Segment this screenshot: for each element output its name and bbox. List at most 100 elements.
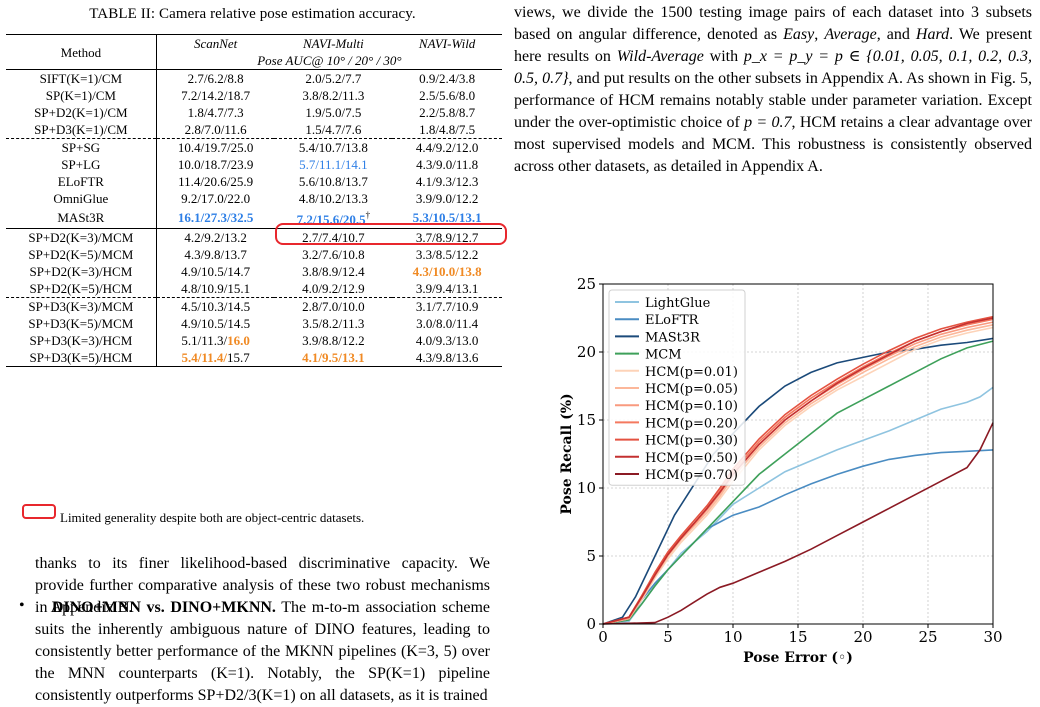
value-cell: 3.9/8.8/12.2 [302, 333, 365, 348]
series-line [602, 422, 994, 625]
legend-label: ELoFTR [645, 313, 700, 328]
method-cell: SP+D2(K=5)/HCM [6, 280, 157, 298]
value-cell: 0.9/2.4/3.8 [392, 69, 502, 87]
legend-note: Limited generality despite both are obje… [60, 510, 365, 525]
method-cell: ELoFTR [6, 173, 157, 190]
value-cell: 1.5/4.7/7.6 [305, 122, 362, 137]
table-row: OmniGlue 9.2/17.0/22.0 4.8/10.2/13.3 3.9/9.… [6, 190, 502, 207]
value-cell: 2.8/7.0/11.6 [184, 122, 247, 137]
y-tick-label: 20 [577, 343, 596, 361]
dataset-header-0: ScanNet [156, 34, 275, 52]
table-row: SP+D2(K=3)/MCM 4.2/9.2/13.2 2.7/7.4/10.7 3.… [6, 228, 502, 246]
legend-label: HCM(p=0.30) [645, 434, 738, 449]
table-row: SP+LG 10.0/18.7/23.9 5.7/11.1/14.1 4.3/9.0/… [6, 156, 502, 173]
legend-label: HCM(p=0.10) [645, 399, 738, 414]
bullet-marker: • [19, 597, 25, 614]
value-cell: 3.8/8.2/11.3 [302, 88, 365, 103]
value-cell: 3.1/7.7/10.9 [392, 297, 502, 315]
series-line [602, 326, 994, 625]
value-cell: 4.3/9.0/11.8 [416, 157, 479, 172]
y-axis-label: Pose Recall (%) [559, 393, 575, 514]
value-cell: 9.2/17.0/22.0 [181, 191, 251, 206]
value-cell: 1.8/4.7/7.3 [187, 105, 244, 120]
value-cell: 5.1/11.3/16.0 [181, 333, 250, 348]
y-tick-label: 25 [577, 275, 596, 293]
value-cell: 3.8/8.9/12.4 [302, 264, 365, 279]
legend-box-swatch [22, 504, 56, 519]
method-cell: MASt3R [6, 207, 157, 229]
series-line [602, 315, 994, 625]
method-cell: OmniGlue [6, 190, 157, 207]
y-tick-label: 5 [586, 547, 596, 565]
method-cell: SP+SG [6, 138, 157, 156]
table-body: SIFT(K=1)/CM 2.7/6.2/8.8 2.0/5.2/7.7 0.9/2.… [6, 69, 502, 367]
table-row: SP+D2(K=3)/HCM 4.9/10.5/14.7 3.8/8.9/12.4 4… [6, 263, 502, 280]
method-cell: SP+D3(K=5)/MCM [6, 315, 157, 332]
value-cell: 2.5/5.6/8.0 [419, 88, 476, 103]
y-tick-label: 10 [577, 479, 596, 497]
x-tick-label: 15 [788, 628, 807, 646]
chart-legend [608, 289, 746, 486]
x-tick-label: 25 [918, 628, 937, 646]
value-cell: 4.9/10.5/14.7 [181, 264, 251, 279]
value-cell: 7.2/14.2/18.7 [181, 88, 251, 103]
series-line [602, 340, 994, 625]
y-tick-label: 15 [577, 411, 596, 429]
method-cell: SIFT(K=1)/CM [6, 69, 157, 87]
value-cell: 1.9/5.0/7.5 [305, 105, 362, 120]
value-cell: 2.8/7.0/10.0 [274, 297, 393, 315]
value-cell: 4.8/10.2/13.3 [298, 191, 368, 206]
value-cell: 4.8/10.9/15.1 [181, 281, 251, 296]
legend-label: HCM(p=0.20) [645, 416, 738, 431]
series-line [602, 337, 994, 625]
method-cell: SP+D3(K=3)/MCM [6, 297, 157, 315]
legend-label: HCM(p=0.05) [645, 382, 738, 397]
table-row: SP+SG 10.4/19.7/25.0 5.4/10.7/13.8 4.4/9.2/… [6, 138, 502, 156]
value-cell: 5.4/11.4/15.7 [156, 349, 275, 367]
value-cell: 2.7/6.2/8.8 [156, 69, 275, 87]
value-cell: 4.3/9.8/13.6 [392, 349, 502, 367]
value-cell: 3.9/9.4/13.1 [415, 281, 479, 296]
paragraph-3: views, we divide the 1500 testing image … [514, 4, 1033, 175]
table-row: SP+D3(K=3)/MCM 4.5/10.3/14.5 2.8/7.0/10.0 3… [6, 297, 502, 315]
x-tick-label: 5 [663, 628, 673, 646]
value-cell: 4.3/9.8/13.7 [184, 247, 247, 262]
table-row: SP(K=1)/CM 7.2/14.2/18.7 3.8/8.2/11.3 2.5/5… [6, 87, 502, 104]
x-axis-label: Pose Error (◦) [743, 650, 853, 666]
value-cell: 4.1/9.5/13.1 [274, 349, 393, 367]
x-tick-label: 0 [598, 628, 608, 646]
dataset-header-1: NAVI-Multi [274, 34, 393, 52]
value-cell: 4.5/10.3/14.5 [156, 297, 275, 315]
value-cell: 10.0/18.7/23.9 [177, 157, 254, 172]
pose-recall-chart: 0 5 10 15 20 25 30 0 5 10 15 20 25 Pose Error (◦) Pose… [559, 275, 1003, 666]
value-cell: 5.7/11.1/14.1 [299, 157, 368, 172]
table-row: SP+D2(K=5)/MCM 4.3/9.8/13.7 3.2/7.6/10.8 3.… [6, 246, 502, 263]
table-row: MASt3R 16.1/27.3/32.5 7.2/15.6/20.5† 5.3/10… [6, 207, 502, 229]
table-row: SP+D3(K=3)/HCM 5.1/11.3/16.0 3.9/8.8/12.2 4… [6, 332, 502, 349]
results-table: Method ScanNet NAVI-Multi NAVI-Wild Pose… [6, 34, 502, 367]
value-cell: 5.3/10.5/13.1 [412, 210, 482, 225]
table-row: SIFT(K=1)/CM 2.7/6.2/8.8 2.0/5.2/7.7 0.9/2.… [6, 69, 502, 87]
table-row: SP+D3(K=5)/HCM 5.4/11.4/15.7 4.1/9.5/13.1 4… [6, 349, 502, 367]
series-line [602, 449, 994, 625]
method-header: Method [6, 34, 157, 70]
value-cell: 3.3/8.5/12.2 [415, 247, 479, 262]
x-tick-label: 10 [723, 628, 742, 646]
x-tick-label: 20 [853, 628, 872, 646]
legend-label: MASt3R [645, 330, 701, 345]
highlight-box [275, 223, 507, 245]
paragraph-2-heading: DINO+MNN vs. DINO+MKNN. [51, 599, 276, 616]
paragraph-1: thanks to its finer likelihood-based dis… [35, 555, 490, 616]
value-cell: 3.2/7.6/10.8 [302, 247, 365, 262]
table-row: SP+D2(K=5)/HCM 4.8/10.9/15.1 4.0/9.2/12.9 3… [6, 280, 502, 298]
legend-label: HCM(p=0.50) [645, 451, 738, 466]
value-cell: 4.0/9.2/12.9 [302, 281, 365, 296]
legend-label: LightGlue [645, 296, 711, 311]
legend-label: MCM [645, 348, 682, 363]
value-cell: 4.1/9.3/12.3 [415, 174, 479, 189]
value-cell: 3.0/8.0/11.4 [416, 316, 479, 331]
table-caption: TABLE II: Camera relative pose estimatio… [89, 6, 416, 22]
metric-subheader: Pose AUC@ 10° / 20° / 30° [257, 53, 402, 68]
value-cell: 4.0/9.3/13.0 [415, 333, 479, 348]
table-row: SP+D3(K=1)/CM 2.8/7.0/11.6 1.5/4.7/7.6 1.8/… [6, 121, 502, 139]
